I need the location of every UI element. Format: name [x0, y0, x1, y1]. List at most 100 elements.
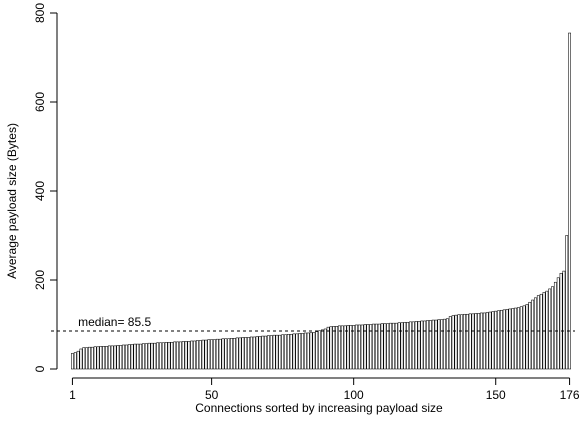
bar	[153, 342, 157, 370]
bar	[76, 350, 80, 370]
bar	[372, 323, 375, 370]
bar	[380, 323, 384, 370]
bar	[406, 321, 410, 370]
bar	[335, 326, 339, 370]
bar	[377, 323, 381, 370]
bar	[159, 342, 162, 370]
bar	[360, 324, 364, 370]
bar	[258, 336, 262, 370]
bar	[289, 334, 293, 370]
bar	[369, 324, 373, 370]
bar	[454, 314, 458, 370]
bar	[264, 335, 268, 370]
bar	[261, 335, 265, 370]
bar	[196, 340, 199, 370]
bar	[411, 321, 415, 370]
bar	[96, 346, 100, 370]
bar	[167, 342, 171, 370]
bar	[164, 342, 168, 370]
bar	[423, 320, 427, 370]
bar	[565, 235, 569, 370]
bar	[82, 347, 86, 370]
bar	[230, 338, 233, 370]
x-tick-label: 150	[486, 388, 506, 402]
bar	[284, 334, 287, 370]
bar	[315, 331, 319, 370]
y-tick-label: 800	[33, 3, 47, 23]
bar	[514, 307, 518, 370]
x-tick-label: 100	[344, 388, 364, 402]
bar	[107, 345, 111, 370]
bar	[536, 295, 540, 370]
bar	[150, 342, 154, 370]
bar	[340, 325, 344, 370]
bar	[249, 336, 253, 370]
bar	[156, 342, 160, 370]
bar	[232, 338, 236, 370]
bar	[539, 293, 543, 370]
bar	[275, 334, 279, 370]
bar	[389, 322, 393, 370]
bar	[295, 333, 299, 370]
bar	[190, 340, 194, 370]
bar	[207, 339, 211, 370]
bar	[562, 270, 566, 370]
bar	[113, 345, 117, 370]
y-tick-label: 200	[33, 270, 47, 290]
bar	[428, 320, 432, 370]
x-axis: 1 50 100 150 176	[69, 377, 580, 402]
bar	[397, 322, 401, 370]
bar	[267, 335, 270, 370]
bar	[281, 334, 285, 370]
bar	[73, 352, 77, 370]
bar	[309, 332, 313, 370]
bar	[522, 305, 526, 370]
bar	[568, 32, 571, 370]
bar	[374, 323, 378, 370]
bar	[468, 313, 472, 370]
bar	[451, 315, 455, 370]
bar	[71, 353, 74, 370]
bar	[326, 326, 330, 370]
y-tick-label: 0	[33, 365, 47, 372]
bar	[525, 304, 529, 370]
bar	[255, 336, 259, 370]
bar	[272, 334, 276, 370]
bar	[184, 341, 188, 370]
bar	[494, 310, 498, 370]
bar	[99, 346, 103, 370]
bar	[491, 311, 495, 370]
bar	[105, 346, 108, 370]
bar	[471, 313, 475, 370]
bar	[482, 312, 486, 370]
bar	[241, 337, 245, 370]
bar	[448, 316, 452, 370]
bar	[477, 313, 481, 370]
bar	[553, 281, 557, 370]
bar	[519, 306, 523, 370]
bar	[332, 326, 336, 370]
bar	[394, 322, 398, 370]
bar	[318, 330, 321, 370]
bar	[286, 334, 290, 370]
x-tick-label: 1	[69, 388, 76, 402]
bar	[352, 325, 356, 370]
bar	[116, 345, 120, 370]
bar	[110, 345, 114, 370]
bar	[221, 338, 225, 370]
bar	[173, 341, 177, 370]
bar	[218, 338, 222, 370]
bar	[244, 337, 248, 370]
bar	[224, 338, 228, 370]
bar	[130, 344, 134, 370]
bar	[403, 321, 407, 370]
bars-group	[71, 32, 571, 370]
bar	[133, 343, 137, 370]
bar	[213, 339, 216, 370]
median-label: median= 85.5	[78, 315, 151, 329]
x-tick-label: 50	[205, 388, 219, 402]
bar	[144, 343, 148, 370]
bar	[338, 325, 341, 370]
bar	[349, 325, 353, 370]
bar	[426, 320, 429, 370]
